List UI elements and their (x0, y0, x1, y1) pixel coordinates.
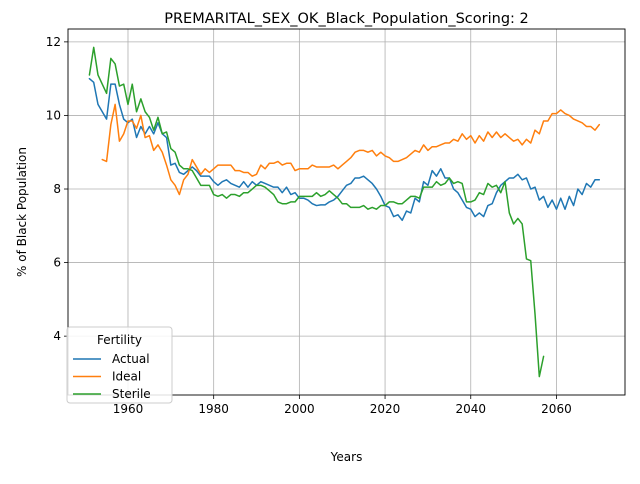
y-axis-label: % of Black Population (15, 147, 29, 277)
legend-title: Fertility (97, 333, 142, 347)
legend-label-sterile: Sterile (112, 387, 151, 401)
y-tick-label: 12 (46, 35, 61, 49)
series-line-ideal (101, 103, 601, 196)
legend-label-ideal: Ideal (112, 370, 141, 384)
y-tick-label: 4 (53, 329, 61, 343)
x-tick-label: 1960 (113, 402, 144, 416)
x-tick-label: 2060 (541, 402, 572, 416)
x-tick-label: 1980 (198, 402, 229, 416)
series-lines (88, 46, 601, 378)
y-tick-label: 10 (46, 108, 61, 122)
legend-label-actual: Actual (112, 352, 150, 366)
legend: Fertility Actual Ideal Sterile (66, 326, 173, 404)
legend-box (66, 326, 173, 404)
x-tick-label: 2040 (455, 402, 486, 416)
x-axis-label: Years (330, 450, 363, 464)
series-line-actual (88, 77, 601, 222)
series-line-sterile (88, 46, 545, 378)
plot-area (67, 28, 626, 396)
x-tick-label: 2020 (370, 402, 401, 416)
grid (68, 29, 625, 395)
y-tick-label: 6 (53, 256, 61, 270)
axis-ticks: 1960 1980 2000 2020 2040 2060 4 6 8 10 12 (46, 35, 572, 416)
y-tick-label: 8 (53, 182, 61, 196)
x-tick-label: 2000 (284, 402, 315, 416)
chart-title: PREMARITAL_SEX_OK_Black_Population_Scori… (164, 11, 529, 27)
